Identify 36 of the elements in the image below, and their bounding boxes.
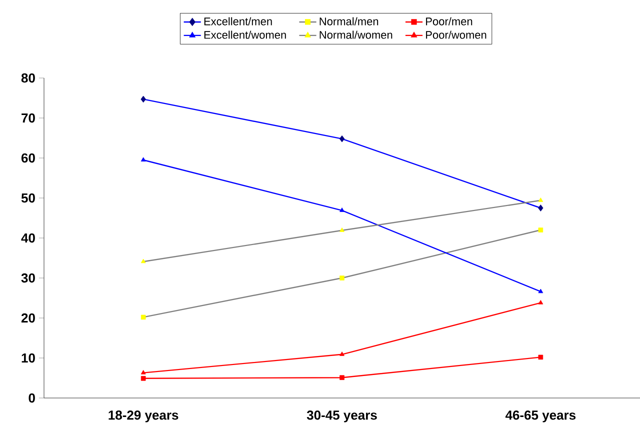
point <box>140 376 146 381</box>
x-tick-label: 18-29 years <box>108 410 178 422</box>
point <box>140 258 146 264</box>
y-tick-label: 40 <box>21 233 35 243</box>
point <box>538 288 544 294</box>
point <box>140 370 146 374</box>
y-tick-label: 70 <box>22 113 35 123</box>
y-tick-label: 20 <box>21 313 35 323</box>
point <box>538 198 544 202</box>
legend-label: Poor/men <box>426 17 472 26</box>
legend-label: Normal/women <box>320 30 392 39</box>
y-tick-label: 30 <box>21 273 35 283</box>
point <box>340 208 344 212</box>
point <box>340 228 344 232</box>
point <box>538 228 544 232</box>
point <box>340 276 344 280</box>
point <box>140 96 146 103</box>
y-tick-label: 10 <box>22 353 35 363</box>
point <box>340 375 344 380</box>
point <box>538 204 544 212</box>
x-tick-label: 46-65 years <box>505 410 576 422</box>
legend-label: Excellent/women <box>204 30 286 39</box>
legend-label: Excellent/men <box>204 17 272 26</box>
legend-label: Normal/men <box>320 17 378 26</box>
point <box>538 354 544 360</box>
y-tick-label: 50 <box>21 193 35 203</box>
y-tick-label: 0 <box>28 393 35 403</box>
legend-label: Poor/women <box>426 30 486 39</box>
point <box>538 300 544 304</box>
point <box>339 135 345 142</box>
x-tick-label: 30-45 years <box>306 410 377 422</box>
y-tick-label: 60 <box>21 153 35 163</box>
y-tick-label: 80 <box>21 73 35 83</box>
point <box>140 314 146 320</box>
point <box>140 157 146 162</box>
point <box>340 352 344 356</box>
